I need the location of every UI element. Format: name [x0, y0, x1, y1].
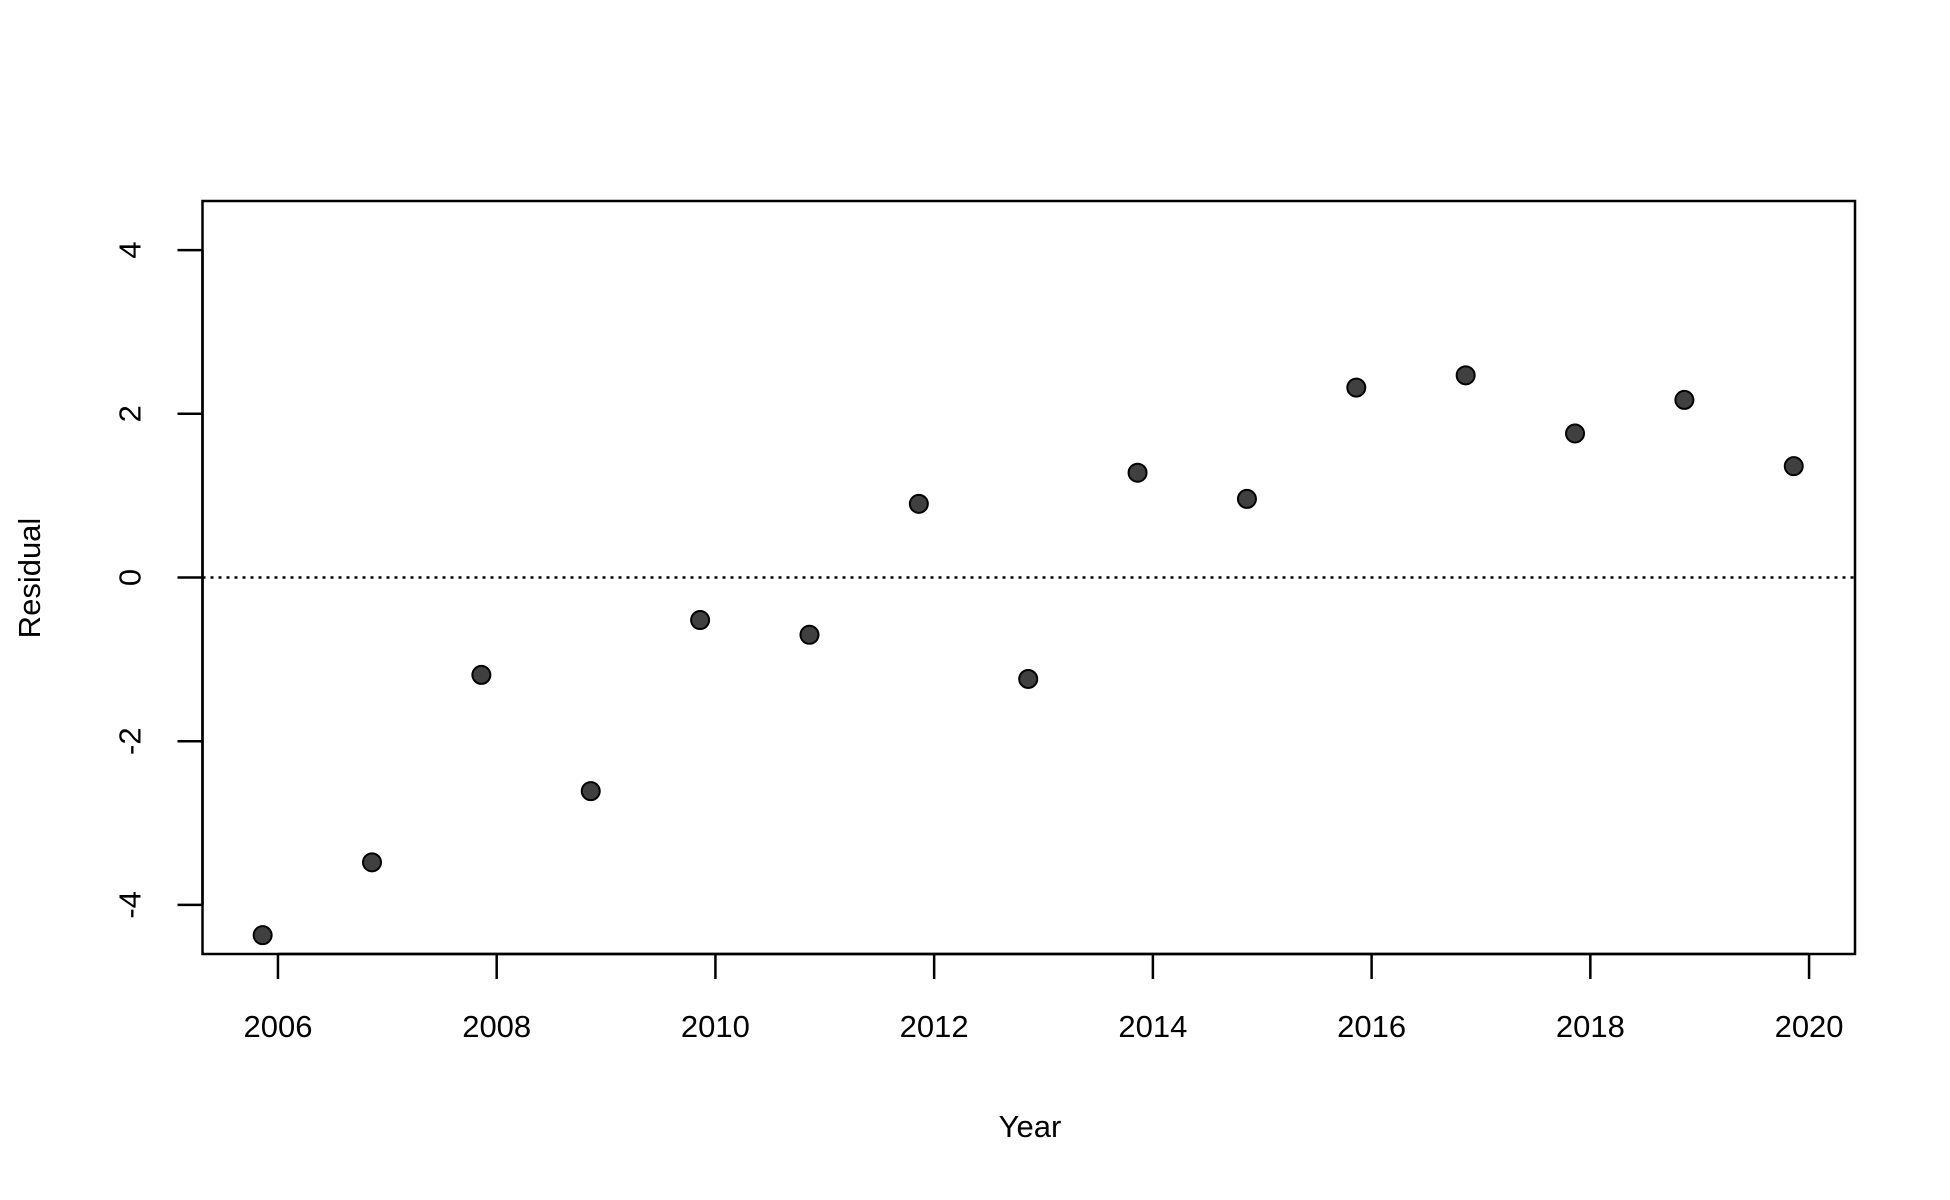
x-tick-label: 2016 — [1337, 1009, 1406, 1044]
point — [908, 493, 929, 514]
y-tick-label: -4 — [113, 891, 148, 919]
point — [799, 624, 820, 645]
point — [1346, 377, 1367, 398]
x-tick-label: 2012 — [900, 1009, 969, 1044]
x-tick-label: 2014 — [1118, 1009, 1187, 1044]
y-tick-label: 2 — [113, 405, 148, 422]
point — [690, 610, 711, 631]
x-tick-label: 2010 — [681, 1009, 750, 1044]
point — [1455, 365, 1476, 386]
point — [471, 664, 492, 685]
x-tick-label: 2008 — [462, 1009, 531, 1044]
point — [1018, 668, 1039, 689]
point — [362, 852, 383, 873]
x-tick-label: 2020 — [1775, 1009, 1844, 1044]
x-tick-label: 2006 — [243, 1009, 312, 1044]
y-tick-label: -2 — [113, 727, 148, 755]
y-tick-label: 4 — [113, 241, 148, 258]
point — [1236, 488, 1257, 509]
point — [1674, 389, 1695, 410]
y-tick-label: 0 — [113, 569, 148, 586]
point — [1783, 456, 1804, 477]
point — [252, 925, 273, 946]
x-axis-label: Year — [999, 1109, 1062, 1144]
y-axis-label: Residual — [12, 518, 47, 639]
point — [1565, 423, 1586, 444]
point — [1127, 462, 1148, 483]
point — [580, 781, 601, 802]
x-tick-label: 2018 — [1556, 1009, 1625, 1044]
